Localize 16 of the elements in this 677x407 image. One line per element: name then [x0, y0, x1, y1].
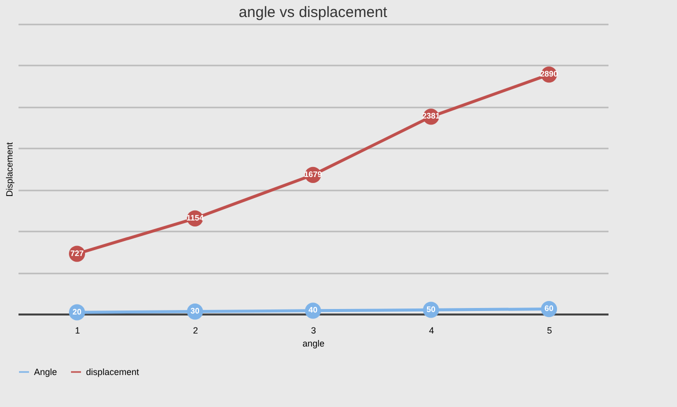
x-tick-label: 1	[74, 326, 80, 336]
data-label: 60	[544, 304, 554, 314]
data-label: 40	[308, 306, 318, 315]
data-label: 30	[190, 306, 200, 316]
x-tick-label: 2	[192, 326, 198, 336]
x-tick-label: 4	[428, 326, 434, 336]
data-label: 50	[426, 304, 436, 314]
x-tick-label: 3	[310, 326, 316, 336]
data-label: 20	[72, 307, 82, 316]
chart-title: angle vs displacement	[238, 4, 388, 21]
data-label: 727	[70, 248, 84, 258]
x-axis-title: angle	[302, 338, 325, 348]
legend-label: Angle	[34, 367, 58, 377]
legend-label: displacement	[86, 367, 140, 377]
x-tick-label: 5	[546, 326, 552, 336]
y-axis-title: Displacement	[4, 142, 14, 197]
